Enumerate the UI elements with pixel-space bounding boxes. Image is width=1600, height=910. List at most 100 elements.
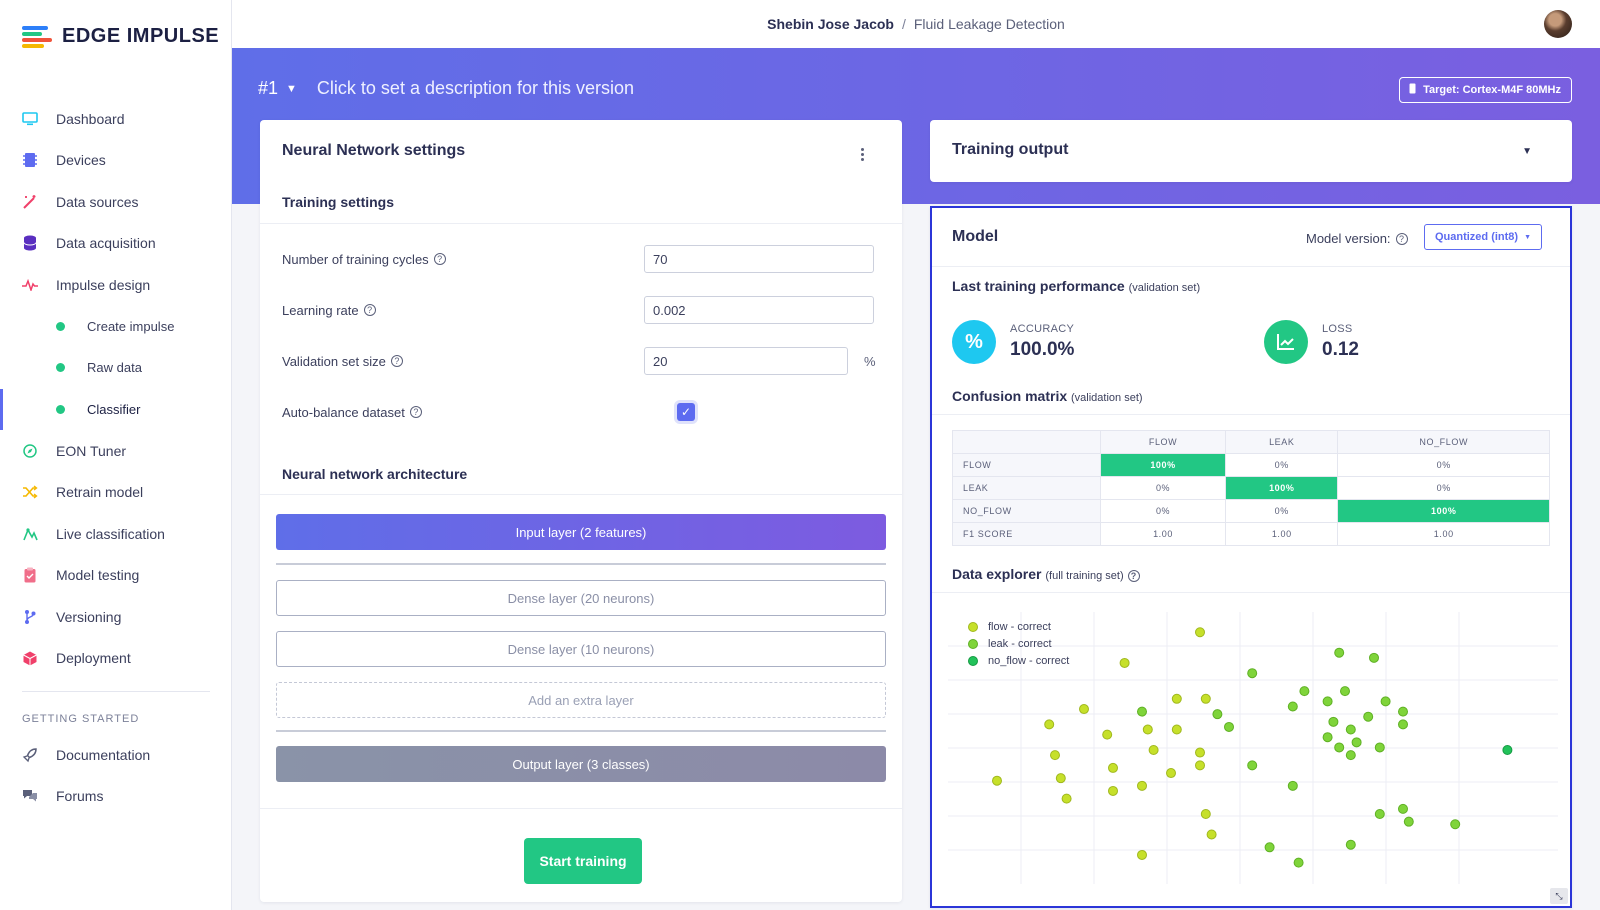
data-point[interactable] xyxy=(1142,724,1153,735)
data-point[interactable] xyxy=(1398,719,1408,730)
data-point[interactable] xyxy=(1224,721,1234,732)
sidebar-item-forums[interactable]: Forums xyxy=(0,776,232,818)
sidebar-item-classifier[interactable]: Classifier xyxy=(0,388,232,431)
data-point[interactable] xyxy=(1195,760,1205,771)
target-device-button[interactable]: Target: Cortex-M4F 80MHz xyxy=(1399,77,1572,103)
sidebar-item-data-acquisition[interactable]: Data acquisition xyxy=(0,223,232,265)
project-owner[interactable]: Shebin Jose Jacob xyxy=(767,16,894,32)
data-point[interactable] xyxy=(1212,709,1223,720)
version-number[interactable]: #1 xyxy=(258,78,279,98)
data-point[interactable] xyxy=(1299,686,1310,697)
data-point[interactable] xyxy=(1450,819,1461,830)
sidebar-item-devices[interactable]: Devices xyxy=(0,140,232,182)
sidebar-item-versioning[interactable]: Versioning xyxy=(0,596,232,638)
data-point[interactable] xyxy=(1398,706,1408,717)
data-point[interactable] xyxy=(1200,809,1211,819)
scatter-plot[interactable] xyxy=(948,612,1558,884)
data-point[interactable] xyxy=(1137,780,1147,791)
data-point[interactable] xyxy=(1293,857,1304,868)
data-point[interactable] xyxy=(992,775,1002,786)
data-point[interactable] xyxy=(1345,839,1356,850)
more-options-icon[interactable] xyxy=(856,144,868,164)
sidebar-item-live-classification[interactable]: Live classification xyxy=(0,513,232,555)
data-point[interactable] xyxy=(1171,724,1182,735)
help-icon[interactable]: ? xyxy=(1395,232,1408,245)
auto-balance-checkbox[interactable]: ✓ xyxy=(677,403,695,421)
data-point[interactable] xyxy=(1102,729,1113,740)
data-explorer-plot[interactable]: flow - correct leak - correct no_flow - … xyxy=(948,612,1558,884)
sidebar-item-eon-tuner[interactable]: EON Tuner xyxy=(0,430,232,472)
data-point[interactable] xyxy=(1195,747,1205,758)
sidebar-item-model-testing[interactable]: Model testing xyxy=(0,555,232,597)
data-point[interactable] xyxy=(1108,762,1118,773)
data-point[interactable] xyxy=(1322,732,1333,743)
output-layer[interactable]: Output layer (3 classes) xyxy=(276,746,886,782)
data-point[interactable] xyxy=(1055,773,1066,784)
data-point[interactable] xyxy=(1119,657,1130,668)
data-point[interactable] xyxy=(1345,724,1356,735)
add-layer-button[interactable]: Add an extra layer xyxy=(276,682,886,718)
data-point[interactable] xyxy=(1345,750,1356,761)
sidebar-item-raw-data[interactable]: Raw data xyxy=(0,347,232,389)
legend-item[interactable]: leak - correct xyxy=(968,635,1069,652)
data-point[interactable] xyxy=(1108,785,1118,796)
learning-rate-input[interactable] xyxy=(644,296,874,324)
data-point[interactable] xyxy=(1403,816,1414,827)
sidebar-item-documentation[interactable]: Documentation xyxy=(0,734,232,776)
data-point[interactable] xyxy=(1264,842,1275,853)
sidebar-item-deployment[interactable]: Deployment xyxy=(0,638,232,680)
data-point[interactable] xyxy=(1340,686,1350,697)
sidebar-item-retrain-model[interactable]: Retrain model xyxy=(0,472,232,514)
model-version-select[interactable]: Quantized (int8) ▼ xyxy=(1424,224,1542,250)
data-point[interactable] xyxy=(1137,849,1147,860)
help-icon[interactable]: ? xyxy=(363,304,376,316)
data-point[interactable] xyxy=(1380,696,1391,707)
resize-icon[interactable]: ⤡ xyxy=(1550,888,1568,904)
data-point[interactable] xyxy=(1044,719,1055,730)
data-point[interactable] xyxy=(1050,750,1060,761)
data-point[interactable] xyxy=(1502,745,1513,755)
data-point[interactable] xyxy=(1398,803,1408,814)
sidebar-item-create-impulse[interactable]: Create impulse xyxy=(0,306,232,348)
validation-size-input[interactable] xyxy=(644,347,848,375)
help-icon[interactable]: ? xyxy=(409,406,422,418)
training-output-card[interactable]: Training output ▼ xyxy=(930,120,1572,182)
data-point[interactable] xyxy=(1374,742,1385,753)
sidebar-item-impulse-design[interactable]: Impulse design xyxy=(0,264,232,306)
help-icon[interactable]: ? xyxy=(433,253,446,265)
data-point[interactable] xyxy=(1166,768,1176,779)
data-point[interactable] xyxy=(1328,716,1339,727)
data-point[interactable] xyxy=(1351,737,1362,748)
avatar[interactable] xyxy=(1544,10,1572,38)
data-point[interactable] xyxy=(1206,829,1217,840)
data-point[interactable] xyxy=(1247,760,1258,771)
legend-item[interactable]: no_flow - correct xyxy=(968,652,1069,669)
version-description[interactable]: Click to set a description for this vers… xyxy=(316,78,635,98)
data-point[interactable] xyxy=(1287,780,1298,791)
sidebar-item-data-sources[interactable]: Data sources xyxy=(0,181,232,223)
help-icon[interactable]: ? xyxy=(1127,570,1140,582)
data-point[interactable] xyxy=(1137,706,1147,717)
legend-item[interactable]: flow - correct xyxy=(968,618,1069,635)
data-point[interactable] xyxy=(1247,668,1258,679)
data-point[interactable] xyxy=(1334,647,1345,658)
data-point[interactable] xyxy=(1200,693,1211,704)
data-point[interactable] xyxy=(1148,745,1159,755)
chevron-down-icon[interactable]: ▼ xyxy=(1522,146,1532,157)
data-point[interactable] xyxy=(1334,742,1345,753)
input-layer[interactable]: Input layer (2 features) xyxy=(276,514,886,550)
data-point[interactable] xyxy=(1171,693,1182,704)
data-point[interactable] xyxy=(1195,627,1205,638)
chevron-down-icon[interactable]: ▼ xyxy=(286,82,297,95)
start-training-button[interactable]: Start training xyxy=(524,838,642,884)
data-point[interactable] xyxy=(1079,704,1089,715)
data-point[interactable] xyxy=(1322,696,1333,707)
help-icon[interactable]: ? xyxy=(390,355,403,367)
data-point[interactable] xyxy=(1363,711,1374,722)
data-point[interactable] xyxy=(1374,809,1385,819)
project-name[interactable]: Fluid Leakage Detection xyxy=(913,16,1065,32)
dense-layer-2[interactable]: Dense layer (10 neurons) xyxy=(276,631,886,667)
edge-impulse-logo[interactable]: EDGE IMPULSE xyxy=(22,24,219,48)
training-cycles-input[interactable] xyxy=(644,245,874,273)
data-point[interactable] xyxy=(1287,701,1298,712)
